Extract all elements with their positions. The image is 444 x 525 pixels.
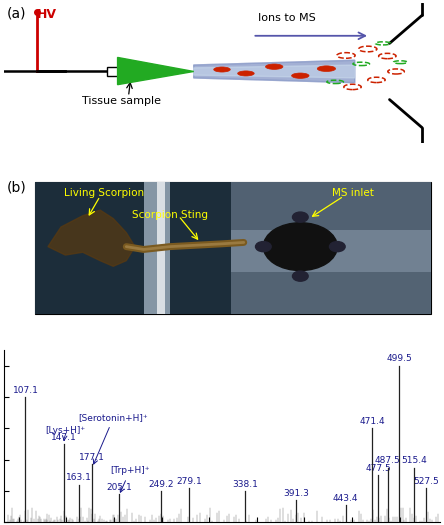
Text: 515.4: 515.4: [401, 456, 427, 465]
Ellipse shape: [292, 73, 309, 78]
Polygon shape: [48, 210, 135, 266]
Text: MS inlet: MS inlet: [332, 187, 373, 197]
Text: 163.1: 163.1: [66, 474, 92, 482]
Circle shape: [263, 223, 337, 270]
Bar: [107, 67, 118, 76]
Text: 527.5: 527.5: [413, 477, 439, 486]
Text: (a): (a): [7, 7, 26, 21]
Text: Living Scorpion: Living Scorpion: [64, 187, 145, 197]
Bar: [231, 230, 431, 272]
Text: [Serotonin+H]⁺: [Serotonin+H]⁺: [79, 413, 148, 464]
Ellipse shape: [266, 64, 283, 69]
Text: (b): (b): [7, 181, 26, 195]
Circle shape: [329, 242, 345, 251]
Text: Tissue sample: Tissue sample: [83, 96, 162, 106]
Text: 499.5: 499.5: [386, 354, 412, 363]
Text: Ions to MS: Ions to MS: [258, 13, 316, 23]
Text: 338.1: 338.1: [233, 480, 258, 489]
Circle shape: [293, 271, 308, 281]
Text: 107.1: 107.1: [12, 386, 39, 395]
Polygon shape: [194, 60, 355, 83]
Bar: [35, 182, 231, 314]
Text: HV: HV: [37, 8, 57, 20]
Polygon shape: [118, 57, 194, 85]
Bar: [231, 272, 431, 314]
Text: 477.5: 477.5: [365, 464, 391, 473]
Text: 279.1: 279.1: [176, 477, 202, 486]
Polygon shape: [194, 65, 355, 78]
Text: 391.3: 391.3: [283, 489, 309, 498]
Text: Scorpion Sting: Scorpion Sting: [132, 210, 208, 220]
Text: 177.1: 177.1: [79, 453, 105, 462]
Polygon shape: [194, 60, 355, 83]
Text: 443.4: 443.4: [333, 494, 358, 503]
Text: 147.1: 147.1: [51, 433, 76, 442]
Ellipse shape: [214, 67, 230, 72]
Polygon shape: [194, 60, 355, 83]
Bar: [157, 182, 166, 314]
Polygon shape: [194, 60, 355, 83]
Ellipse shape: [238, 71, 254, 76]
FancyBboxPatch shape: [35, 182, 431, 314]
Text: [Trp+H]⁺: [Trp+H]⁺: [110, 466, 150, 492]
Text: 205.1: 205.1: [106, 483, 132, 492]
Circle shape: [255, 242, 271, 251]
Bar: [231, 182, 431, 230]
Bar: [144, 182, 170, 314]
Circle shape: [293, 212, 308, 222]
Bar: [231, 182, 431, 314]
Ellipse shape: [317, 66, 336, 71]
Text: 471.4: 471.4: [360, 417, 385, 426]
Text: 487.5: 487.5: [375, 456, 400, 465]
Text: 249.2: 249.2: [148, 480, 174, 489]
Text: [Lys+H]⁺: [Lys+H]⁺: [45, 426, 86, 440]
